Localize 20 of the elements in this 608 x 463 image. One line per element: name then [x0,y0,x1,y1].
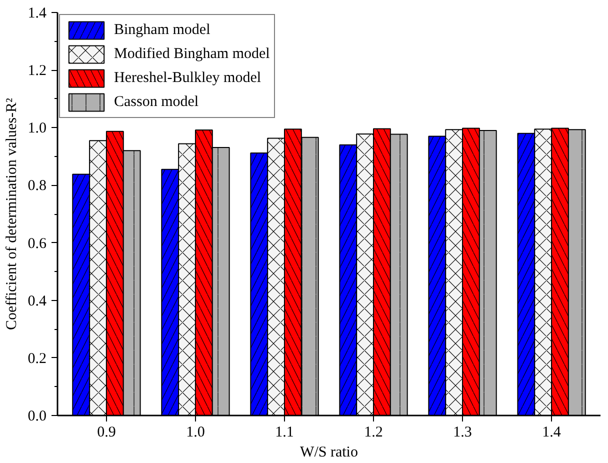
y-tick-label: 0.0 [28,408,46,424]
x-tick-label: 1.2 [364,424,383,440]
y-axis-title: Coefficient of determination values-R² [4,97,20,330]
legend-label: Modified Bingham model [114,46,270,62]
y-tick-label: 1.2 [28,63,46,80]
x-tick-label: 1.1 [275,424,294,440]
legend-label: Hereshel-Bulkley model [114,70,262,86]
y-tick-label: 0.8 [28,178,46,194]
y-tick-label: 0.6 [28,236,47,252]
x-tick-label: 0.9 [97,424,116,440]
legend-label: Casson model [114,94,199,110]
x-axis-title: W/S ratio [300,444,358,460]
x-tick-label: 1.0 [186,424,205,440]
y-tick-label: 1.0 [28,120,46,137]
y-tick-label: 1.4 [28,6,47,22]
x-tick-label: 1.4 [542,424,562,440]
y-tick-label: 0.2 [28,350,46,367]
y-tick-label: 0.4 [28,293,47,310]
x-tick-label: 1.3 [453,424,472,440]
legend-label: Bingham model [114,22,210,38]
